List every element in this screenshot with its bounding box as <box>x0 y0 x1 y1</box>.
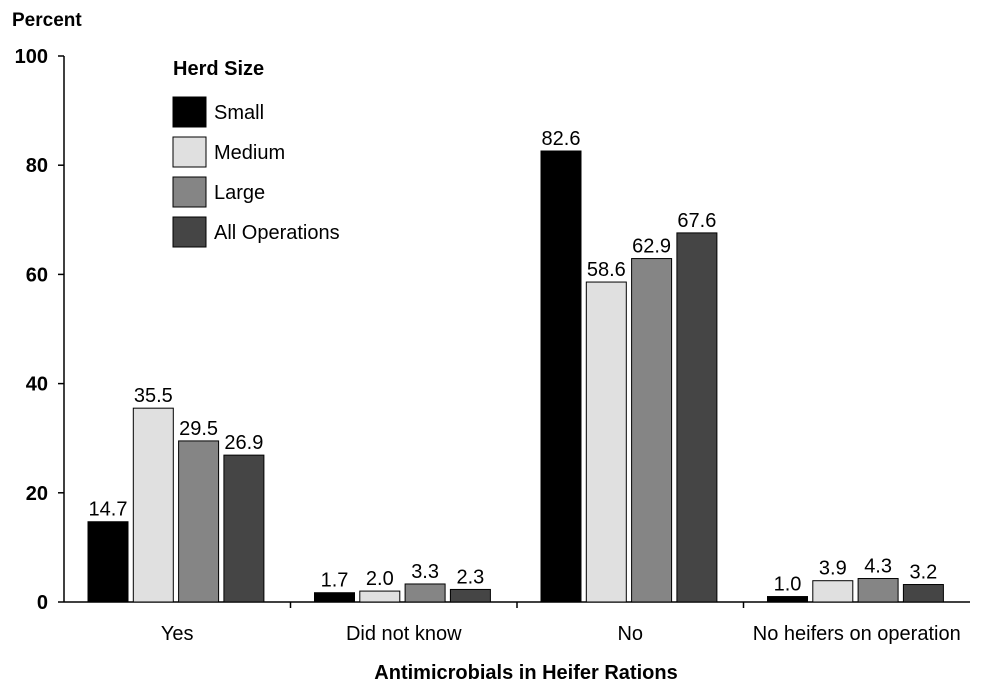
data-label: 35.5 <box>134 385 173 407</box>
legend-title: Herd Size <box>173 58 264 80</box>
data-label: 29.5 <box>179 418 218 440</box>
legend-swatch <box>172 136 207 168</box>
y-tick-label: 100 <box>15 46 48 68</box>
legend-swatch <box>172 96 207 128</box>
bar <box>767 596 808 603</box>
data-label: 14.7 <box>89 499 128 521</box>
category-label: Yes <box>161 623 194 645</box>
bar <box>404 583 446 603</box>
bar <box>178 440 220 603</box>
y-tick-label: 0 <box>37 592 48 614</box>
data-label: 26.9 <box>224 432 263 454</box>
data-label: 58.6 <box>587 259 626 281</box>
category-label: No <box>617 623 643 645</box>
bar <box>902 584 944 603</box>
bar <box>585 281 627 603</box>
bar <box>857 578 899 603</box>
legend-label: Medium <box>214 142 285 164</box>
legend-label: Large <box>214 182 265 204</box>
legend-swatch <box>172 176 207 208</box>
bar <box>449 588 491 603</box>
data-label: 2.0 <box>366 568 394 590</box>
data-label: 3.2 <box>909 562 937 584</box>
y-axis-title: Percent <box>12 10 82 31</box>
axes: 0 20 40 60 80 100 Yes Did not know No No heifers … <box>15 46 970 645</box>
bar <box>812 580 854 603</box>
data-label: 4.3 <box>864 556 892 578</box>
y-tick-label: 40 <box>26 374 48 396</box>
legend: Herd Size Small Medium Large All Operations <box>172 58 340 248</box>
x-axis-title: Antimicrobials in Heifer Rations <box>374 662 677 683</box>
y-tick-label: 60 <box>26 264 48 286</box>
legend-label: Small <box>214 102 264 124</box>
bar <box>359 590 401 603</box>
data-label: 82.6 <box>542 128 581 150</box>
bar <box>631 258 673 603</box>
data-label: 1.0 <box>774 574 802 596</box>
legend-swatch <box>172 216 207 248</box>
y-tick-label: 80 <box>26 155 48 177</box>
data-label: 1.7 <box>321 570 349 592</box>
bar <box>132 407 174 603</box>
bar <box>223 454 265 603</box>
y-tick-label: 20 <box>26 483 48 505</box>
data-label: 67.6 <box>677 210 716 232</box>
bar <box>540 150 582 603</box>
bar <box>87 521 129 603</box>
data-label: 62.9 <box>632 236 671 258</box>
bars: 14.7 35.5 29.5 26.9 1.7 2.0 3.3 2.3 82.6 58.6 62.9… <box>87 128 944 603</box>
data-label: 3.9 <box>819 558 847 580</box>
category-label: No heifers on operation <box>753 623 961 645</box>
bar <box>314 592 355 603</box>
bar <box>676 232 718 603</box>
data-label: 3.3 <box>411 561 439 583</box>
data-label: 2.3 <box>456 566 484 588</box>
legend-label: All Operations <box>214 222 340 244</box>
category-label: Did not know <box>346 623 462 645</box>
